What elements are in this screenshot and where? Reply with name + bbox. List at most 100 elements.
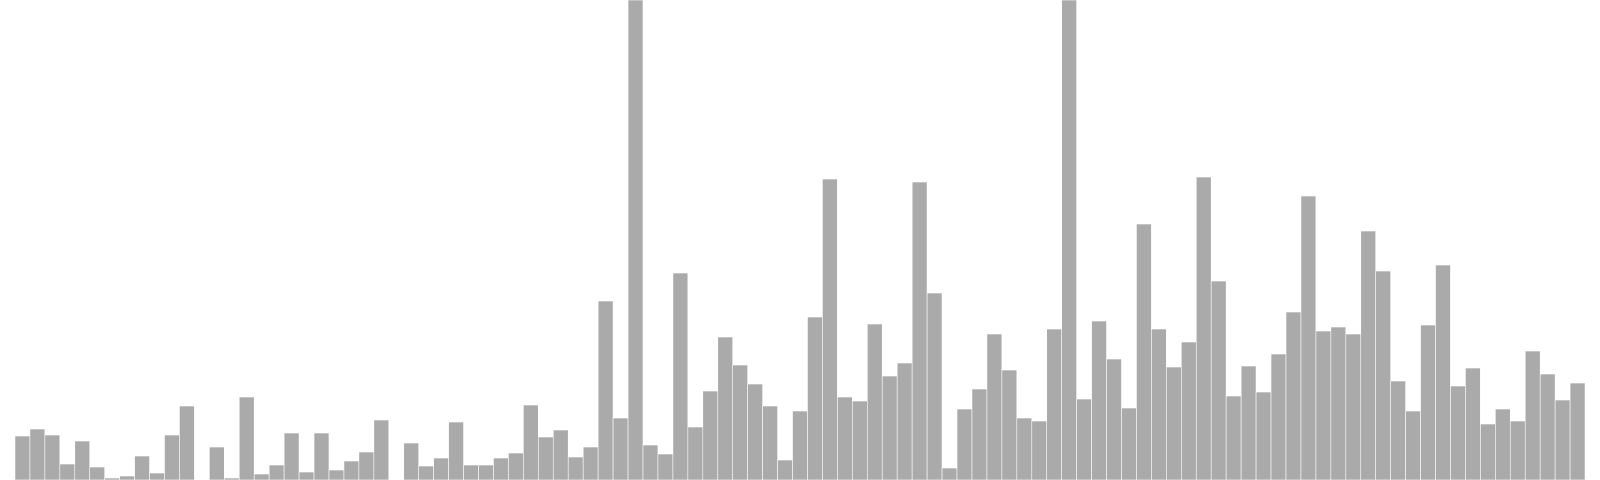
bar-50 (732, 364, 748, 480)
bar-103 (1524, 350, 1541, 480)
bar-45 (657, 453, 674, 480)
bar-106 (1569, 382, 1586, 480)
bar-2 (14, 435, 31, 480)
bar-94 (1390, 380, 1406, 480)
bar-101 (1495, 408, 1511, 480)
bar-12 (164, 434, 180, 480)
bar-37 (538, 436, 554, 480)
bar-series (14, 0, 1586, 480)
bar-104 (1539, 373, 1556, 480)
bar-52 (762, 405, 778, 480)
bar-41 (597, 300, 614, 480)
bar-62 (911, 181, 928, 480)
bar-86 (1270, 353, 1287, 480)
bar-79 (1166, 366, 1182, 480)
bar-72 (1061, 0, 1077, 480)
bar-11 (149, 472, 165, 480)
bar-56 (822, 178, 838, 480)
bar-4 (44, 434, 61, 480)
bar-82 (1210, 280, 1227, 480)
bar-83 (1225, 395, 1242, 480)
bar-42 (612, 417, 629, 480)
bar-75 (1106, 358, 1122, 480)
bar-97 (1435, 264, 1451, 480)
bar-91 (1345, 333, 1362, 480)
bar-90 (1330, 326, 1347, 480)
bar-7 (89, 466, 105, 480)
bar-35 (508, 452, 524, 480)
bar-59 (866, 323, 883, 480)
bar-102 (1509, 420, 1526, 480)
bar-88 (1300, 195, 1317, 480)
bar-39 (567, 456, 584, 480)
bar-93 (1375, 270, 1391, 480)
bar-9 (119, 475, 135, 480)
bar-81 (1195, 176, 1212, 480)
bar-55 (807, 316, 823, 480)
bar-24 (343, 460, 360, 480)
bar-80 (1181, 341, 1197, 480)
bar-15 (209, 446, 225, 480)
bar-99 (1465, 367, 1481, 480)
bar-46 (672, 272, 689, 480)
bar-71 (1046, 328, 1062, 480)
bar-73 (1076, 398, 1092, 480)
bar-34 (493, 457, 509, 480)
bar-38 (552, 429, 569, 480)
bar-10 (134, 455, 150, 480)
bar-29 (418, 465, 434, 480)
bar-54 (792, 410, 808, 480)
bar-49 (717, 336, 734, 480)
bar-44 (642, 444, 659, 480)
bar-65 (956, 408, 973, 480)
bar-100 (1480, 423, 1496, 480)
bar-28 (403, 442, 419, 480)
bar-105 (1554, 399, 1571, 480)
bar-31 (448, 421, 464, 480)
bar-66 (971, 388, 988, 480)
bar-67 (986, 333, 1003, 480)
bar-22 (313, 432, 330, 480)
bar-60 (881, 375, 898, 480)
bar-17 (238, 396, 255, 480)
bar-47 (687, 426, 704, 480)
bar-89 (1315, 330, 1332, 480)
bar-20 (283, 432, 300, 480)
bar-6 (74, 440, 91, 480)
bar-21 (298, 471, 315, 480)
bar-76 (1121, 407, 1137, 480)
bar-36 (523, 404, 539, 480)
bar-48 (702, 390, 719, 480)
bar-25 (358, 451, 375, 480)
bar-84 (1240, 365, 1257, 480)
bar-63 (926, 292, 943, 480)
bar-3 (29, 428, 46, 480)
bar-30 (433, 457, 449, 480)
bar-13 (179, 405, 195, 480)
bar-19 (268, 464, 285, 480)
bar-61 (896, 362, 913, 480)
bar-58 (852, 400, 868, 480)
bar-98 (1450, 385, 1466, 480)
bar-64 (941, 467, 958, 480)
bar-23 (328, 469, 345, 480)
bar-69 (1016, 417, 1033, 480)
bar-78 (1151, 328, 1167, 480)
bar-18 (253, 473, 270, 480)
bar-32 (463, 464, 479, 480)
bar-43 (627, 0, 644, 480)
bar-53 (777, 459, 793, 480)
bar-51 (747, 383, 763, 480)
bar-26 (373, 419, 390, 480)
bar-5 (59, 463, 76, 480)
bar-92 (1360, 230, 1376, 480)
bar-96 (1420, 324, 1436, 480)
bar-85 (1255, 391, 1272, 480)
bar-70 (1031, 420, 1048, 480)
bar-40 (582, 446, 599, 480)
bar-95 (1405, 410, 1421, 480)
bar-74 (1091, 320, 1107, 480)
bar-68 (1001, 369, 1018, 480)
bar-87 (1285, 311, 1302, 480)
